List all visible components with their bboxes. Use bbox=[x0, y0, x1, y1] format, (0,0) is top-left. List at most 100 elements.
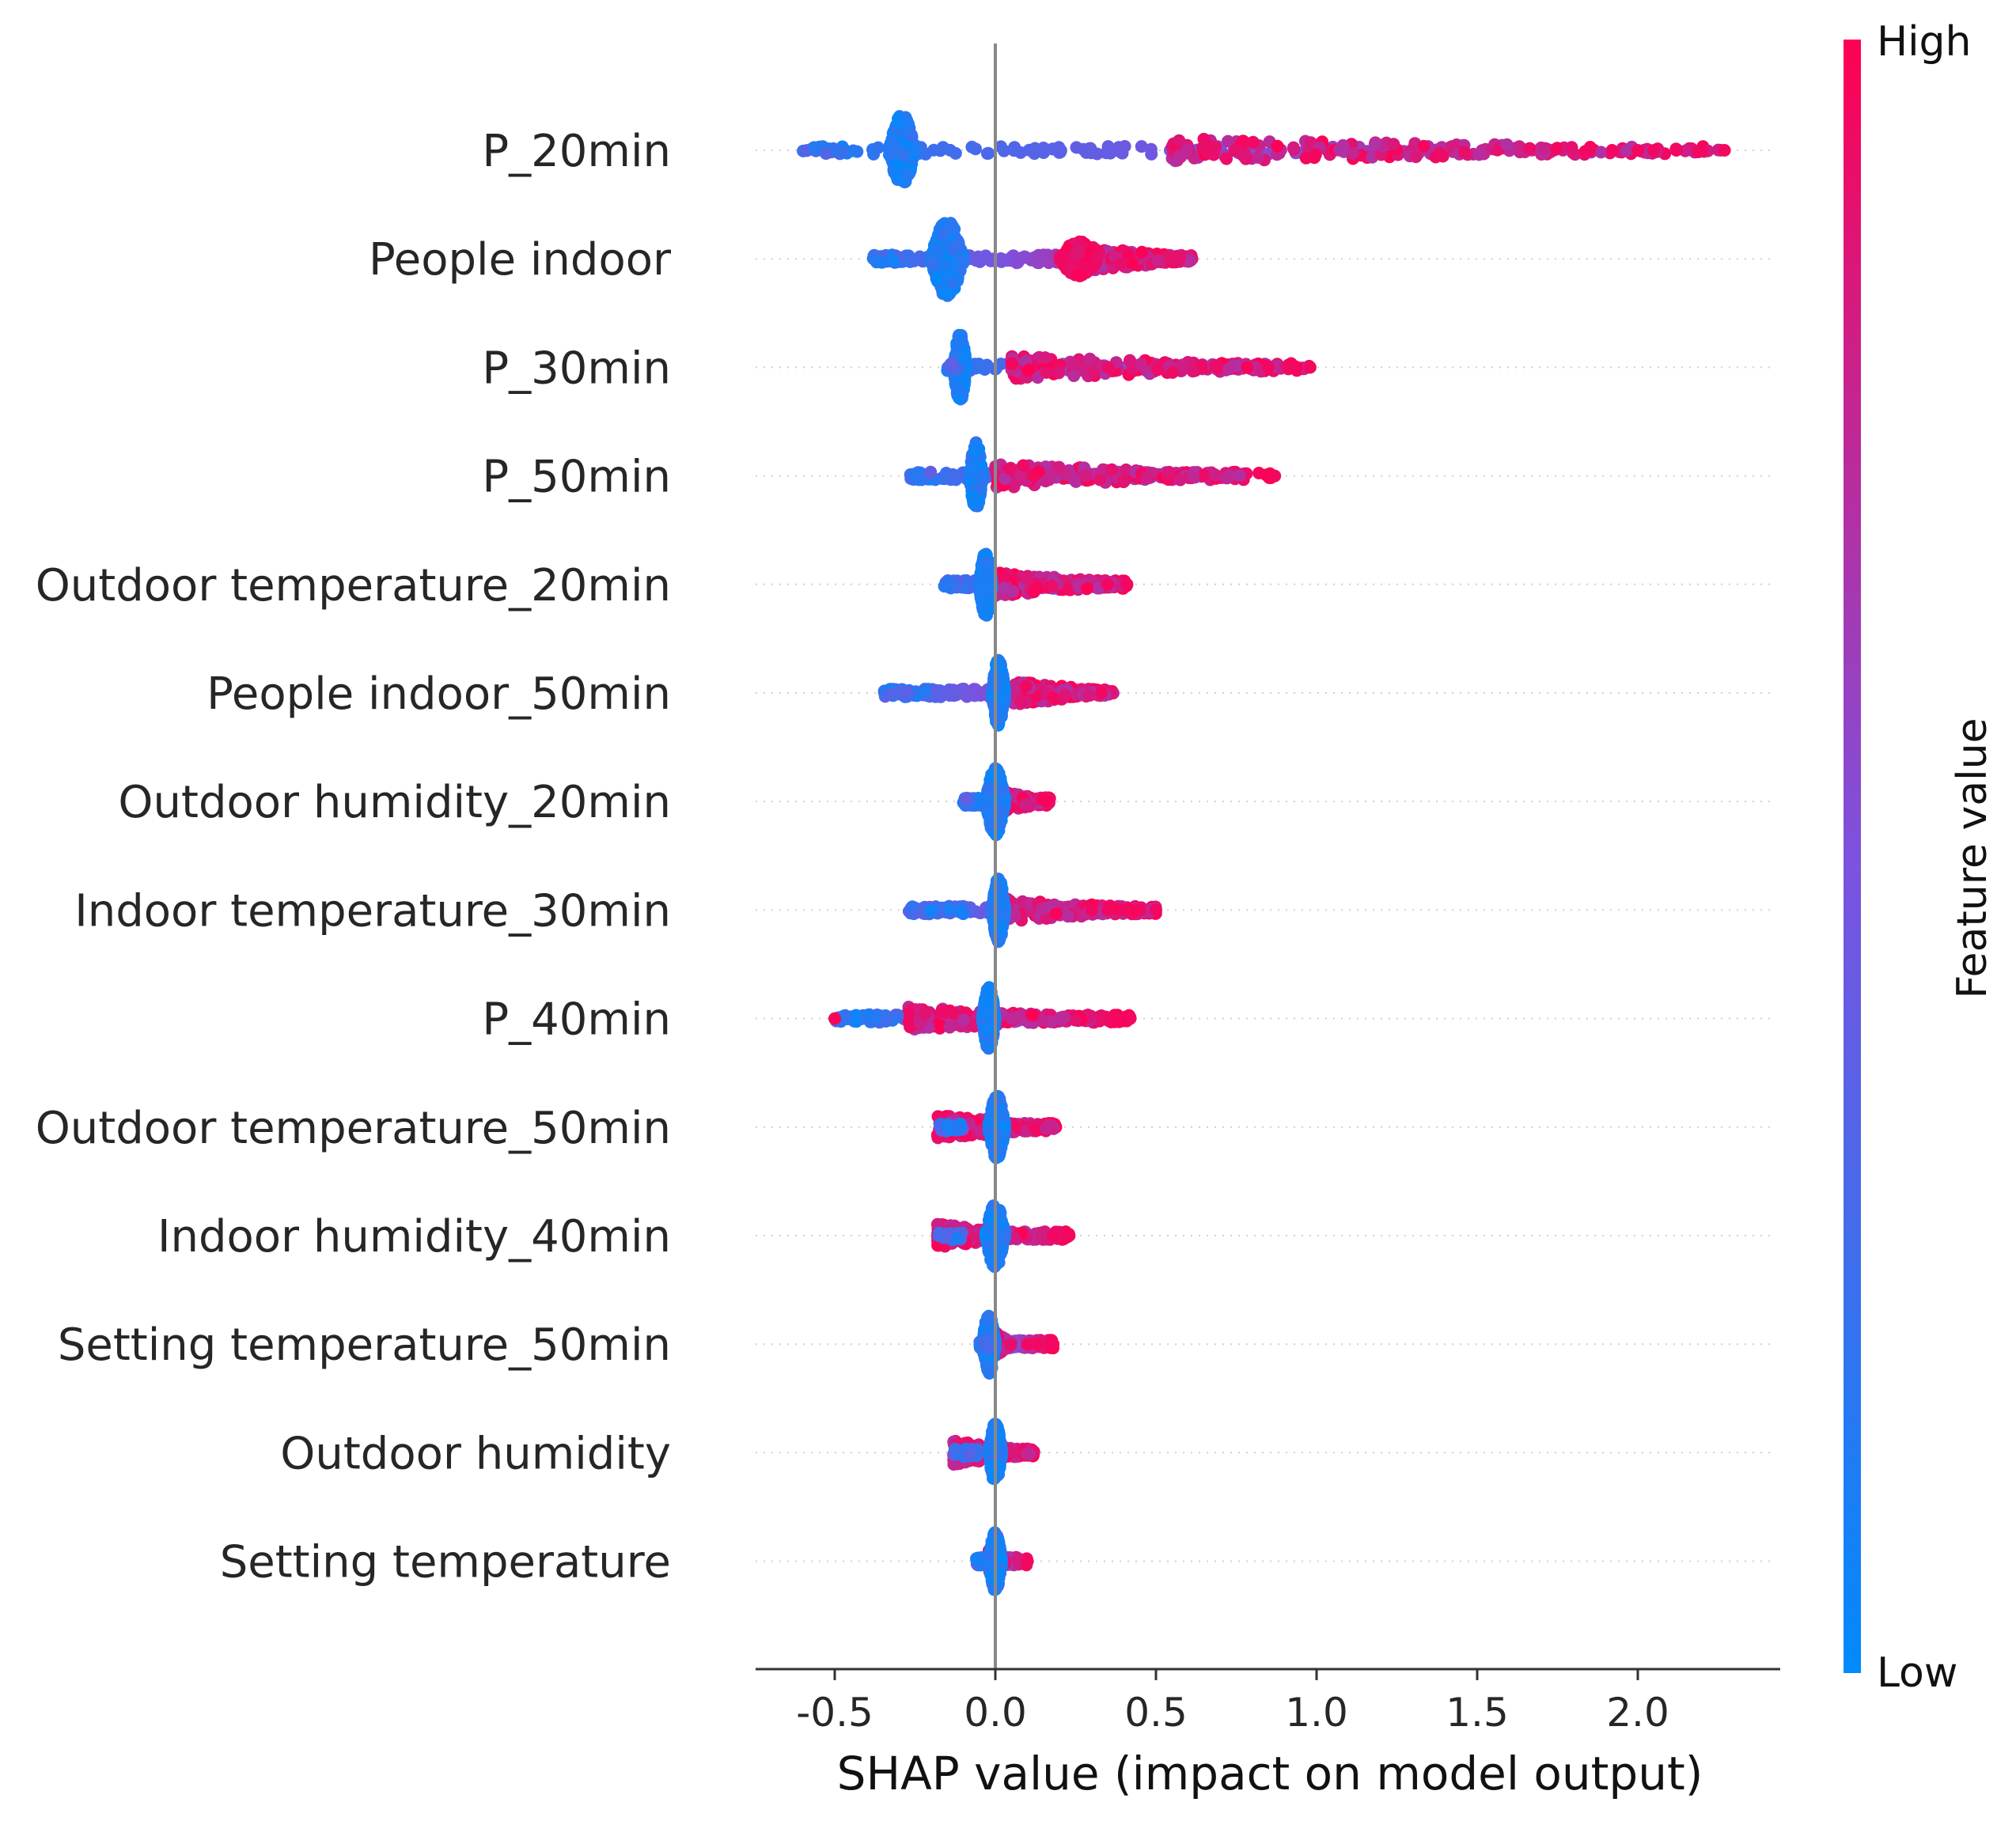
shap-point bbox=[835, 146, 848, 160]
shap-point bbox=[1045, 579, 1059, 592]
beeswarm-points bbox=[797, 110, 1731, 1596]
feature-row-points bbox=[877, 653, 1120, 732]
shap-point bbox=[1047, 691, 1060, 704]
shap-point bbox=[945, 577, 959, 590]
shap-point bbox=[1093, 473, 1107, 486]
shap-point bbox=[1346, 146, 1359, 160]
feature-row-points bbox=[866, 217, 1199, 302]
shap-point bbox=[1696, 144, 1709, 157]
shap-point bbox=[1252, 151, 1265, 164]
shap-point bbox=[1303, 361, 1317, 374]
shap-point bbox=[1095, 687, 1108, 700]
shap-point bbox=[1089, 252, 1103, 266]
shap-point bbox=[1084, 142, 1097, 155]
shap-point bbox=[1101, 361, 1115, 374]
shap-point bbox=[1173, 134, 1186, 147]
shap-point bbox=[955, 253, 968, 267]
shap-point bbox=[951, 470, 964, 483]
shap-point bbox=[967, 497, 980, 510]
shap-point bbox=[995, 255, 1008, 268]
shap-point bbox=[892, 116, 905, 130]
shap-point bbox=[1036, 793, 1049, 806]
shap-point bbox=[1500, 138, 1514, 151]
shap-point bbox=[901, 168, 915, 182]
shap-point bbox=[1208, 359, 1222, 373]
shap-point bbox=[1122, 248, 1135, 261]
shap-point bbox=[1078, 362, 1091, 376]
shap-point bbox=[995, 140, 1007, 153]
shap-point bbox=[1052, 366, 1066, 380]
shap-point bbox=[1067, 369, 1081, 382]
shap-point bbox=[1078, 469, 1092, 483]
shap-point bbox=[1082, 689, 1095, 702]
shap-point bbox=[980, 147, 994, 160]
shap-point bbox=[1246, 135, 1260, 149]
shap-point bbox=[956, 683, 969, 696]
shap-point bbox=[974, 588, 987, 601]
feature-row-points bbox=[797, 110, 1731, 189]
shap-point bbox=[986, 769, 999, 782]
shap-point bbox=[1458, 146, 1471, 159]
shap-point bbox=[908, 468, 921, 481]
shap-point bbox=[1417, 139, 1431, 153]
shap-point bbox=[1017, 459, 1030, 472]
shap-point bbox=[896, 148, 910, 161]
feature-label: Indoor humidity_40min bbox=[157, 1211, 671, 1263]
shap-point bbox=[1140, 471, 1153, 484]
shap-point bbox=[1222, 362, 1236, 376]
shap-point bbox=[1015, 251, 1029, 264]
feature-label: People indoor_50min bbox=[207, 668, 671, 720]
shap-point bbox=[940, 267, 953, 280]
shap-point bbox=[1006, 357, 1018, 370]
shap-point bbox=[939, 286, 953, 299]
shap-point bbox=[1237, 134, 1250, 148]
shap-point bbox=[907, 143, 920, 157]
shap-point bbox=[1032, 465, 1045, 479]
feature-row-points bbox=[904, 436, 1282, 513]
feature-label: P_50min bbox=[482, 452, 671, 503]
shap-point bbox=[1309, 148, 1322, 161]
shap-point bbox=[973, 361, 987, 374]
shap-point bbox=[875, 256, 889, 269]
shap-point bbox=[1135, 245, 1149, 259]
feature-label: Indoor temperature_30min bbox=[74, 885, 671, 937]
shap-point bbox=[1647, 144, 1661, 157]
shap-point bbox=[945, 358, 958, 371]
shap-point bbox=[1284, 361, 1298, 374]
shap-point bbox=[1020, 571, 1033, 585]
shap-point bbox=[1083, 352, 1097, 365]
shap-point bbox=[891, 157, 904, 171]
shap-point bbox=[995, 694, 1009, 707]
shap-point bbox=[965, 140, 979, 153]
shap-point bbox=[1151, 254, 1165, 267]
shap-point bbox=[945, 219, 959, 233]
shap-point bbox=[1605, 144, 1619, 157]
shap-point bbox=[1472, 148, 1486, 161]
shap-point bbox=[1059, 688, 1071, 702]
shap-point bbox=[1072, 245, 1086, 259]
shap-point bbox=[951, 274, 964, 287]
shap-point bbox=[1116, 475, 1130, 487]
shap-point bbox=[1165, 365, 1179, 379]
shap-point bbox=[977, 577, 990, 590]
shap-point bbox=[1299, 151, 1313, 165]
shap-point bbox=[1332, 143, 1346, 157]
shap-point bbox=[1220, 471, 1233, 485]
shap-point bbox=[944, 687, 957, 701]
feature-label: Outdoor temperature_20min bbox=[36, 560, 671, 611]
shap-point bbox=[966, 685, 980, 698]
shap-point bbox=[1031, 256, 1044, 269]
shap-point bbox=[1081, 581, 1093, 595]
shap-point bbox=[1113, 257, 1127, 271]
shap-point bbox=[807, 141, 820, 154]
shap-point bbox=[969, 446, 983, 460]
shap-point bbox=[1040, 365, 1053, 379]
shap-point bbox=[980, 555, 993, 569]
shap-point bbox=[886, 253, 900, 267]
shap-point bbox=[1078, 261, 1092, 274]
shap-point bbox=[913, 250, 927, 263]
feature-label: Outdoor humidity_20min bbox=[118, 777, 671, 828]
shap-point bbox=[1162, 465, 1176, 479]
shap-point bbox=[1436, 150, 1449, 163]
